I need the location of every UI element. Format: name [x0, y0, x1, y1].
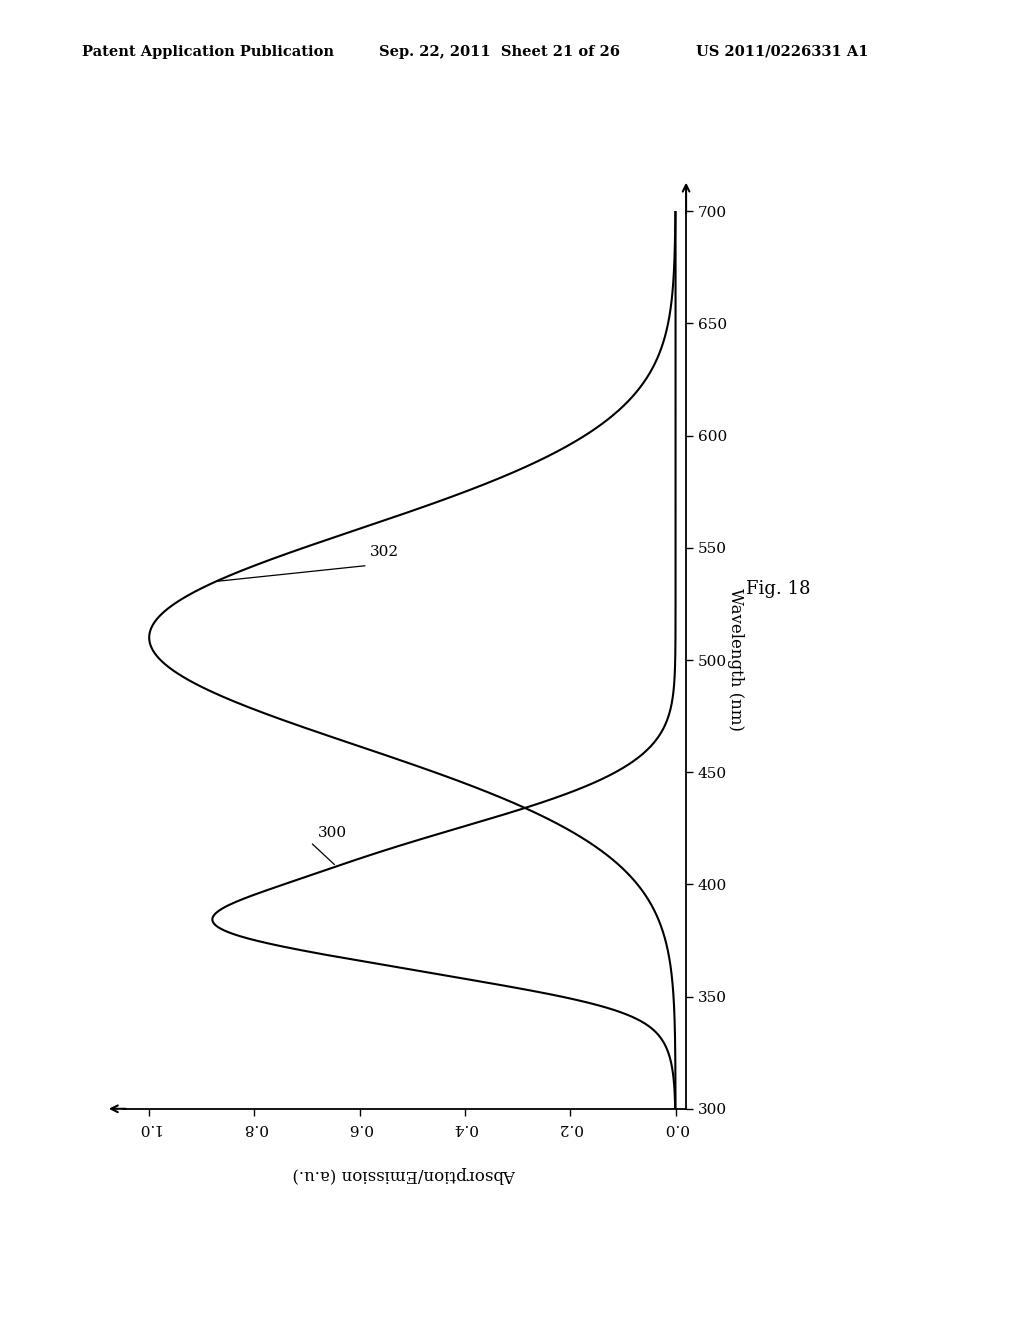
Text: 300: 300 [317, 825, 347, 840]
Text: 302: 302 [371, 545, 399, 560]
Text: Sep. 22, 2011  Sheet 21 of 26: Sep. 22, 2011 Sheet 21 of 26 [379, 45, 620, 59]
Text: Fig. 18: Fig. 18 [746, 579, 810, 598]
X-axis label: Absorption/Emission (a.u.): Absorption/Emission (a.u.) [293, 1166, 516, 1183]
Y-axis label: Wavelength (nm): Wavelength (nm) [727, 589, 743, 731]
Text: US 2011/0226331 A1: US 2011/0226331 A1 [696, 45, 868, 59]
Text: Patent Application Publication: Patent Application Publication [82, 45, 334, 59]
